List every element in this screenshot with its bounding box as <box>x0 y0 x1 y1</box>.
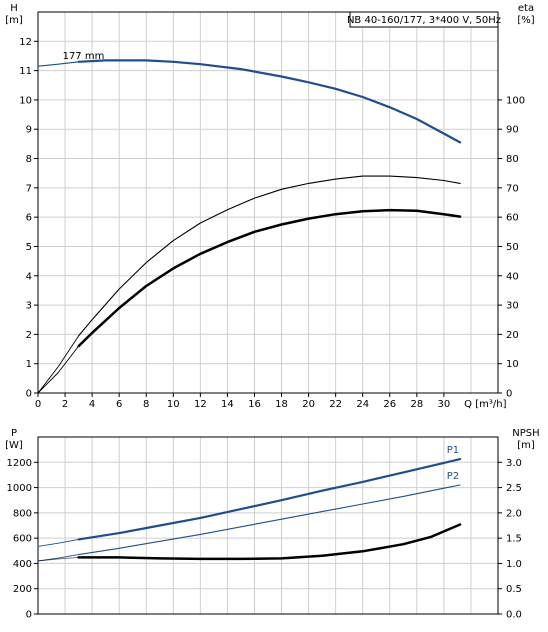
y-left-tick-label: 8 <box>26 154 32 165</box>
x-tick-label: 26 <box>383 399 396 410</box>
y-left-tick-label: 800 <box>13 508 32 519</box>
y-right-tick-label: 100 <box>506 95 525 106</box>
y-left-tick-label: 1 <box>26 359 32 370</box>
x-tick-label: 10 <box>167 399 180 410</box>
series-eta-total-line <box>77 208 462 348</box>
y-left-tick-label: 5 <box>26 242 32 253</box>
x-tick-label: 24 <box>356 399 369 410</box>
x-tick-label: 28 <box>410 399 423 410</box>
y-left-axis-unit: [W] <box>5 440 23 451</box>
y-left-tick-label: 3 <box>26 301 32 312</box>
y-left-tick-label: 12 <box>19 37 32 48</box>
series-head-extension-line <box>37 61 80 67</box>
y-right-axis-title: NPSH <box>512 428 539 439</box>
y-right-tick-label: 20 <box>506 330 519 341</box>
y-right-tick-label: 70 <box>506 183 519 194</box>
series-eta-extension-1-line <box>37 335 80 394</box>
y-left-tick-label: 1000 <box>7 483 32 494</box>
x-tick-label: 14 <box>221 399 234 410</box>
series-npsh-extension-line <box>37 556 80 562</box>
y-right-axis-unit: [%] <box>517 15 534 26</box>
plot-frame <box>37 11 499 394</box>
title-box <box>349 11 499 28</box>
x-tick-label: 6 <box>116 399 122 410</box>
y-right-tick-label: 80 <box>506 154 519 165</box>
series-eta-pump-line <box>78 175 461 337</box>
y-left-tick-label: 200 <box>13 584 32 595</box>
x-tick-label: 0 <box>35 399 41 410</box>
y-right-tick-label: 1.0 <box>506 559 522 570</box>
series-npsh-line <box>77 523 462 561</box>
x-tick-label: 22 <box>329 399 342 410</box>
y-left-tick-label: 7 <box>26 183 32 194</box>
series-eta-extension-2-line <box>37 345 80 394</box>
y-left-tick-label: 0 <box>26 389 32 400</box>
series-p1-line <box>77 458 462 541</box>
y-right-tick-label: 3.0 <box>506 458 522 469</box>
y-left-tick-label: 600 <box>13 534 32 545</box>
x-tick-label: 4 <box>89 399 95 410</box>
y-right-axis-title: eta <box>518 3 534 14</box>
annotation-p1: P1 <box>447 445 459 456</box>
y-left-tick-label: 1200 <box>7 458 32 469</box>
y-right-tick-label: 10 <box>506 359 519 370</box>
chart-title: NB 40-160/177, 3*400 V, 50Hz <box>347 15 501 26</box>
y-right-tick-label: 60 <box>506 213 519 224</box>
y-right-tick-label: 40 <box>506 271 519 282</box>
y-left-tick-label: 11 <box>19 66 32 77</box>
x-tick-label: 8 <box>143 399 149 410</box>
y-left-tick-label: 2 <box>26 330 32 341</box>
y-left-tick-label: 400 <box>13 559 32 570</box>
series-p2-line <box>78 484 461 556</box>
y-left-tick-label: 10 <box>19 95 32 106</box>
y-right-tick-label: 2.5 <box>506 483 522 494</box>
y-right-tick-label: 30 <box>506 301 519 312</box>
y-right-axis-unit: [m] <box>517 440 535 451</box>
y-right-tick-label: 90 <box>506 125 519 136</box>
y-left-axis-unit: [m] <box>5 15 23 26</box>
y-right-tick-label: 50 <box>506 242 519 253</box>
y-right-tick-label: 1.5 <box>506 534 522 545</box>
series-head-line <box>77 59 462 144</box>
y-right-tick-label: 0 <box>506 389 512 400</box>
annotation-head: 177 mm <box>63 51 105 62</box>
y-left-axis-title: P <box>11 428 17 439</box>
y-right-tick-label: 0.0 <box>506 610 522 621</box>
x-tick-label: 20 <box>302 399 315 410</box>
annotation-p2: P2 <box>447 471 459 482</box>
series-p1-extension-line <box>37 538 80 547</box>
x-tick-label: 2 <box>62 399 68 410</box>
y-right-tick-label: 0.5 <box>506 584 522 595</box>
x-axis-title: Q [m³/h] <box>464 399 506 410</box>
y-left-axis-title: H <box>10 3 18 14</box>
y-right-tick-label: 2.0 <box>506 508 522 519</box>
plot-frame <box>37 436 499 615</box>
y-left-tick-label: 0 <box>26 610 32 621</box>
x-tick-label: 12 <box>194 399 207 410</box>
x-tick-label: 16 <box>248 399 261 410</box>
y-left-tick-label: 4 <box>26 271 32 282</box>
x-tick-label: 18 <box>275 399 288 410</box>
x-tick-label: 30 <box>438 399 451 410</box>
y-left-tick-label: 6 <box>26 213 32 224</box>
y-left-tick-label: 9 <box>26 125 32 136</box>
